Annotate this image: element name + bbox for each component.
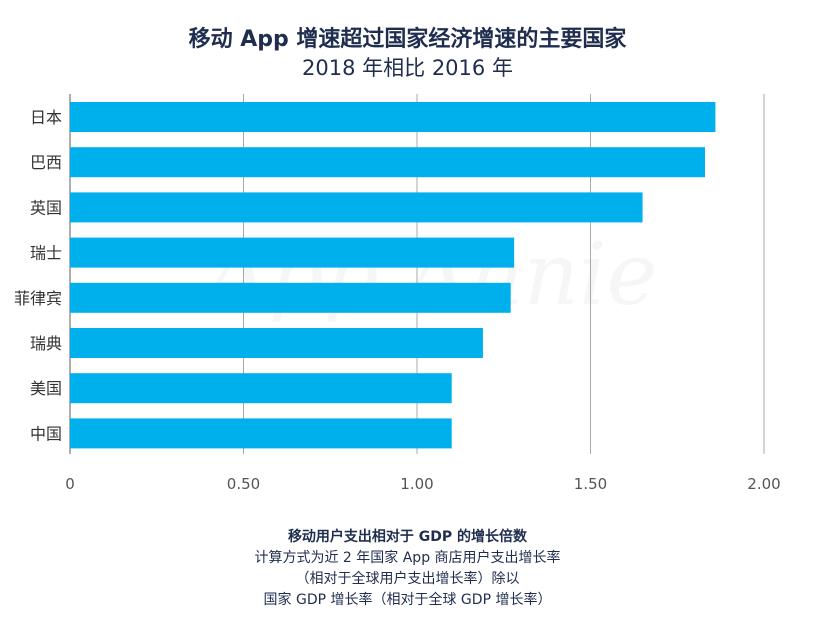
method-note-line-2: （相对于全球用户支出增长率）除以: [295, 571, 520, 587]
chart-title-block: 移动 App 增速超过国家经济增速的主要国家 2018 年相比 2016 年: [0, 26, 815, 82]
category-label: 瑞士: [30, 244, 62, 263]
category-label: 美国: [30, 379, 62, 398]
x-axis-title: 移动用户支出相对于 GDP 的增长倍数: [287, 529, 528, 545]
bar: [70, 418, 452, 449]
chart-title: 移动 App 增速超过国家经济增速的主要国家: [188, 27, 627, 52]
method-note-line-3: 国家 GDP 增长率（相对于全球 GDP 增长率）: [263, 592, 552, 608]
axis-caption: 移动用户支出相对于 GDP 的增长倍数 计算方式为近 2 年国家 App 商店用…: [0, 527, 815, 611]
category-label: 巴西: [30, 153, 62, 172]
bar: [70, 102, 716, 132]
x-tick-label: 1.50: [574, 475, 607, 493]
category-label: 英国: [30, 198, 62, 217]
x-tick-label: 1.00: [400, 475, 433, 493]
x-tick-label: 0.50: [227, 475, 260, 493]
bar: [70, 328, 483, 358]
category-label: 瑞典: [30, 334, 62, 353]
bar: [70, 192, 643, 223]
chart-subtitle: 2018 年相比 2016 年: [302, 56, 513, 80]
bar: [70, 373, 452, 404]
bar: [70, 237, 515, 268]
method-note-line-1: 计算方式为近 2 年国家 App 商店用户支出增长率: [254, 550, 561, 566]
bars: [70, 102, 716, 449]
category-label: 菲律宾: [14, 289, 62, 308]
x-tick-label: 0: [65, 475, 75, 493]
x-tick-label: 2.00: [747, 475, 780, 493]
category-label: 日本: [30, 108, 62, 127]
bar: [70, 282, 511, 313]
bar: [70, 147, 706, 178]
category-label: 中国: [30, 424, 62, 443]
x-tick-labels: 0 0.50 1.00 1.50 2.00: [65, 475, 780, 493]
